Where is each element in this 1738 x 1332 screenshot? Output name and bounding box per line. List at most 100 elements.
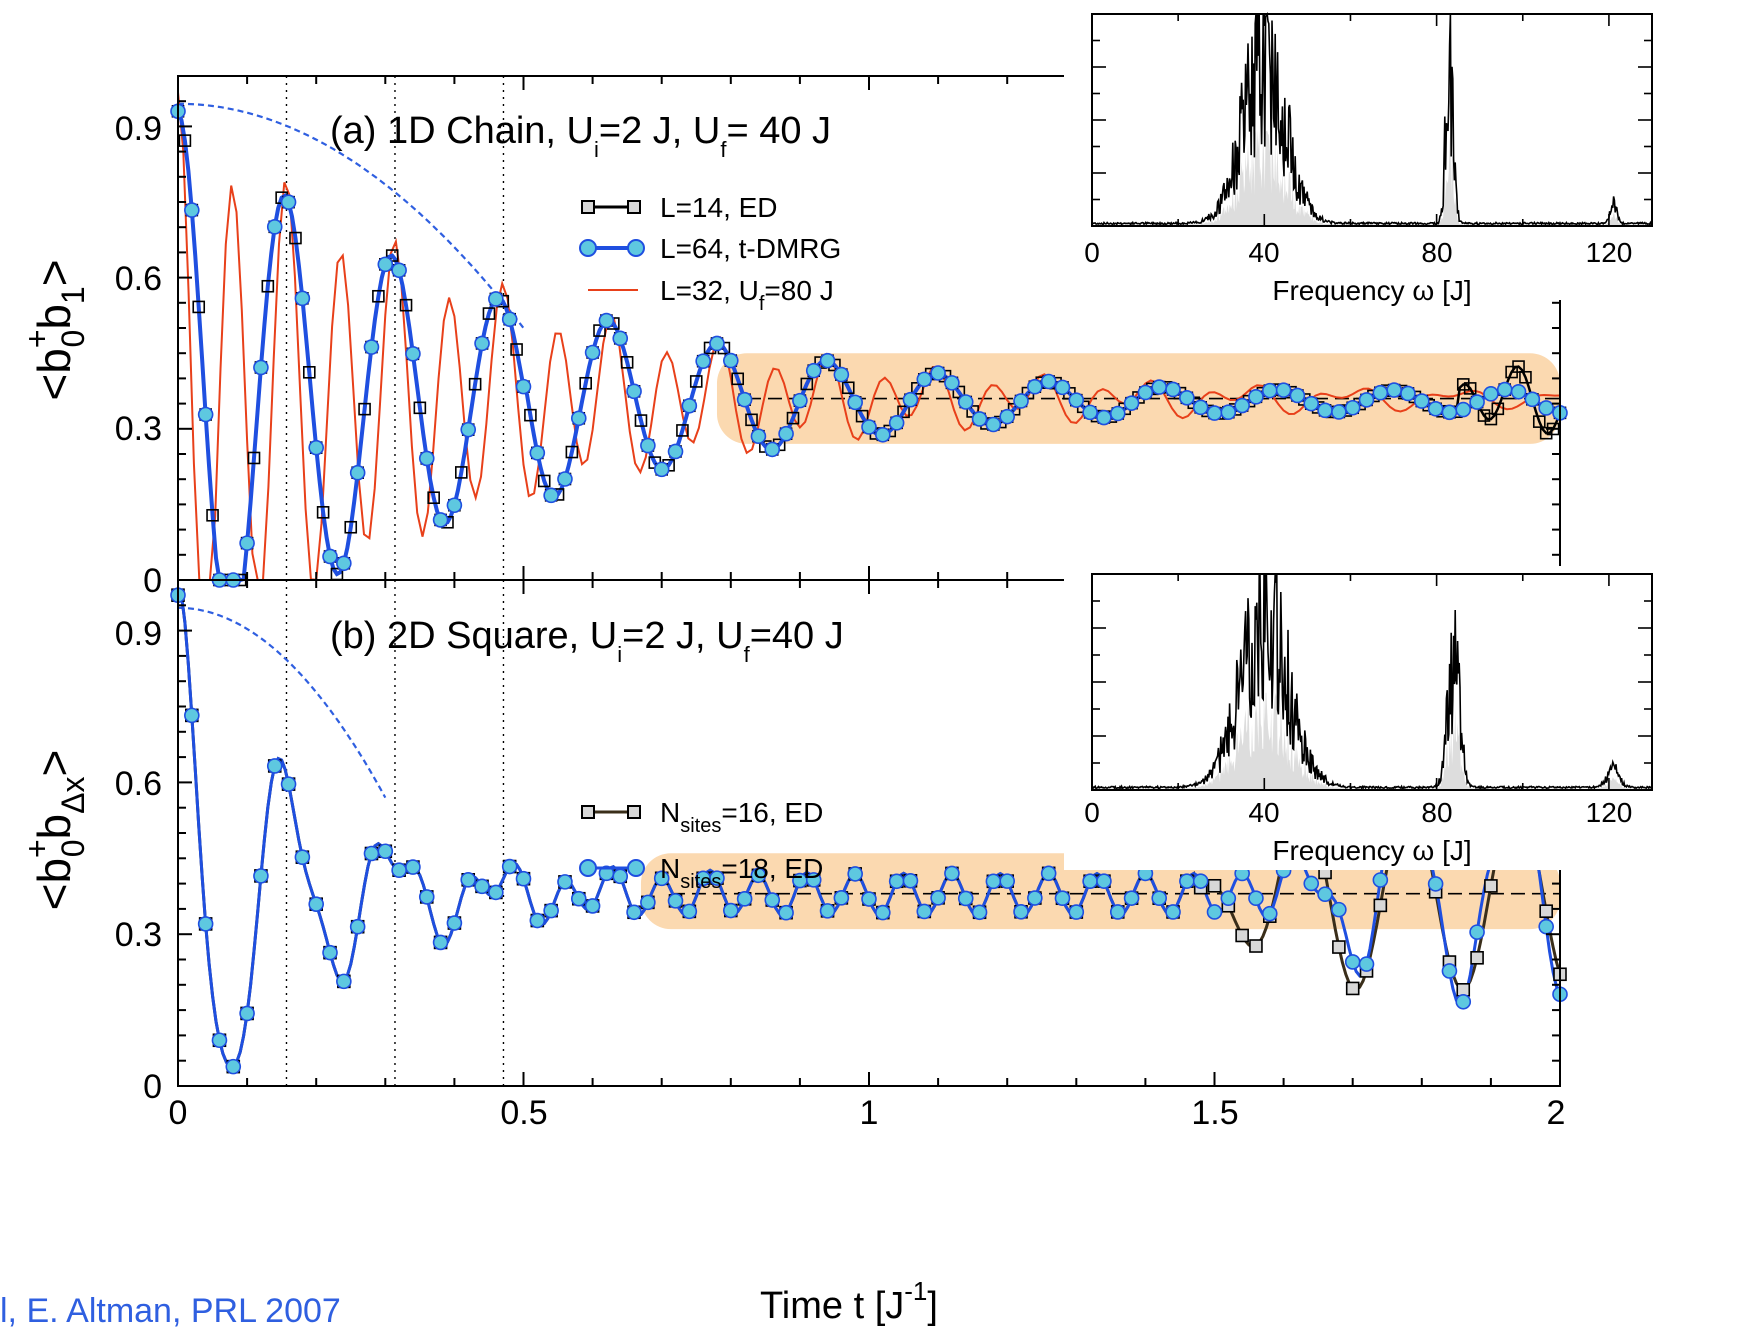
marker-l64-dmrg: [709, 335, 725, 352]
marker-l64-dmrg: [1275, 382, 1292, 398]
marker-l64-dmrg: [626, 383, 642, 400]
marker-l64-dmrg: [584, 344, 601, 361]
inset-a-xtick-80: 80: [1421, 237, 1452, 268]
marker-nsites18: [377, 843, 394, 860]
marker-l64-dmrg: [1414, 393, 1430, 409]
marker-l64-dmrg: [944, 375, 960, 391]
panel-b: 0 0.3 0.6 0.9 0 0.5 1 1.5 2 (b) 2D Squar…: [19, 579, 1568, 1327]
marker-l14-ed: [399, 298, 413, 312]
marker-l64-dmrg: [1096, 409, 1112, 426]
inset-a-xlabel: Frequency ω [J]: [1272, 275, 1471, 306]
marker-l64-dmrg: [1483, 386, 1499, 402]
marker-l64-dmrg: [667, 443, 684, 460]
marker-l64-dmrg: [308, 439, 325, 456]
marker-l64-dmrg: [349, 464, 366, 481]
inset-b-xtick-40: 40: [1248, 797, 1279, 828]
inset-a-ticks: [1091, 14, 1652, 226]
marker-nsites18: [930, 890, 946, 906]
legend-marker-l64-dmrg: [579, 239, 597, 257]
panel-a: 0 0.3 0.6 0.9 (a) 1D Chain, Ui=2 J, Uf= …: [19, 75, 1568, 600]
marker-nsites18: [584, 898, 601, 914]
marker-nsites18: [1538, 918, 1554, 935]
series-nsites18-markers: [170, 587, 1568, 1075]
inset-b-xtick-80: 80: [1421, 797, 1452, 828]
marker-nsites18: [971, 904, 988, 921]
inset-b-spectrum: 0 40 80 120 Frequency ω [J]: [1064, 566, 1664, 870]
marker-l64-dmrg: [916, 371, 933, 388]
marker-nsites18: [336, 973, 352, 990]
marker-l64-dmrg: [971, 411, 988, 427]
marker-l14-ed: [1456, 378, 1470, 391]
marker-nsites18: [1123, 890, 1140, 906]
marker-l64-dmrg: [681, 397, 698, 414]
marker-l14-ed: [855, 409, 869, 423]
marker-l64-dmrg: [888, 415, 905, 431]
marker-l64-dmrg: [1538, 400, 1554, 416]
marker-l64-dmrg: [1192, 399, 1209, 416]
marker-l64-dmrg: [695, 353, 711, 369]
panel-b-xtick-1: 1: [860, 1094, 879, 1132]
marker-nsites16: [1539, 904, 1553, 918]
marker-l64-dmrg: [1358, 392, 1375, 408]
marker-l64-dmrg: [1206, 405, 1223, 421]
marker-nsites18: [612, 868, 629, 885]
panel-b-ytick-03: 0.3: [115, 916, 162, 954]
marker-l64-dmrg: [819, 352, 836, 369]
marker-nsites18: [888, 873, 905, 890]
marker-l64-dmrg: [418, 450, 435, 467]
marker-l64-dmrg: [1248, 389, 1264, 405]
legend-marker-nsites16: [581, 805, 595, 819]
marker-l64-dmrg: [1082, 404, 1098, 421]
inset-a-xtick-120: 120: [1586, 237, 1633, 268]
marker-l64-dmrg: [902, 391, 919, 408]
marker-nsites18: [1358, 956, 1375, 972]
marker-nsites18: [529, 912, 546, 929]
marker-l14-ed: [786, 411, 800, 425]
legend-label-l14-ed: L=14, ED: [660, 192, 778, 223]
panel-a-title: (a) 1D Chain, Ui=2 J, Uf= 40 J: [330, 110, 831, 162]
marker-l64-dmrg: [612, 330, 629, 347]
marker-l64-dmrg: [405, 346, 421, 362]
marker-nsites18: [653, 870, 670, 887]
marker-nsites18: [667, 893, 684, 909]
marker-nsites18: [515, 870, 532, 887]
panel-b-xtick-05: 0.5: [500, 1094, 547, 1132]
marker-l64-dmrg: [653, 461, 670, 478]
marker-l64-dmrg: [1261, 382, 1278, 399]
marker-nsites18: [640, 894, 656, 911]
marker-nsites18: [225, 1058, 242, 1075]
marker-nsites18: [1469, 924, 1485, 940]
x-axis-label: Time t [J-1]: [760, 1276, 938, 1327]
panel-a-ytick-03: 0.3: [115, 410, 162, 448]
marker-nsites18: [557, 874, 573, 890]
marker-l64-dmrg: [1441, 404, 1458, 421]
marker-l14-ed: [524, 408, 537, 422]
marker-l64-dmrg: [515, 378, 532, 395]
marker-nsites18: [363, 845, 380, 862]
marker-l14-ed: [841, 381, 855, 395]
marker-l14-ed: [178, 134, 192, 147]
panel-b-ylabel: <b+0bΔx>: [19, 750, 91, 911]
legend-label-l64-dmrg: L=64, t-DMRG: [660, 233, 841, 264]
marker-nsites18: [184, 707, 200, 724]
marker-l64-dmrg: [1151, 379, 1168, 395]
marker-nsites18: [460, 872, 477, 888]
marker-nsites18: [405, 859, 421, 875]
marker-l64-dmrg: [1013, 393, 1029, 409]
marker-l14-ed: [745, 413, 758, 427]
marker-l64-dmrg: [930, 365, 946, 381]
marker-l64-dmrg: [805, 362, 822, 379]
marker-nsites18: [944, 865, 960, 882]
marker-l64-dmrg: [280, 194, 297, 210]
marker-l64-dmrg: [253, 359, 269, 376]
marker-l64-dmrg: [460, 421, 477, 438]
marker-nsites18: [750, 867, 767, 884]
marker-nsites18: [391, 862, 407, 878]
marker-nsites18: [736, 891, 753, 907]
marker-l64-dmrg: [543, 487, 559, 504]
marker-l64-dmrg: [391, 262, 407, 279]
marker-l64-dmrg: [1386, 382, 1402, 398]
marker-l64-dmrg: [833, 366, 850, 383]
panel-b-ytick-0: 0: [143, 1068, 162, 1106]
marker-l64-dmrg: [1400, 385, 1416, 402]
